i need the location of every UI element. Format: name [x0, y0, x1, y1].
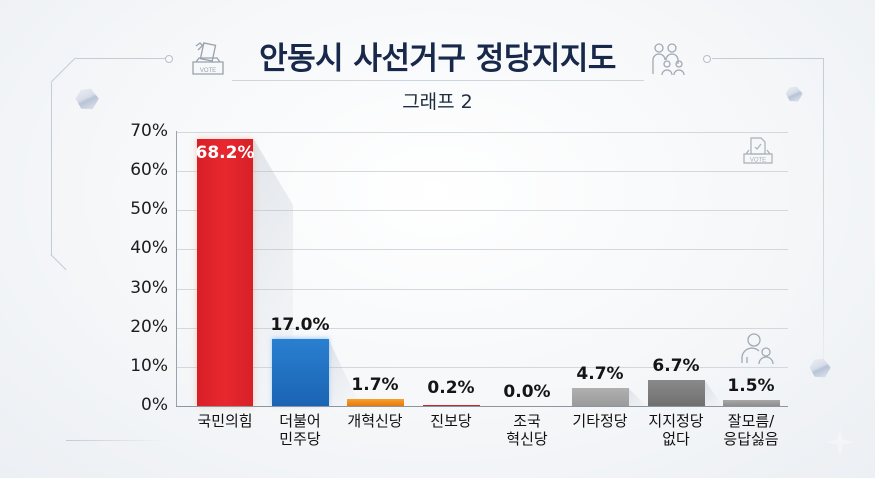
bar-other-parties[interactable] — [572, 388, 629, 406]
gridline — [176, 289, 788, 290]
y-tick-label: 20% — [130, 317, 168, 337]
bar-value-label: 68.2% — [195, 143, 255, 163]
svg-text:VOTE: VOTE — [750, 158, 766, 164]
category-line: 진보당 — [430, 412, 472, 430]
frame-dot — [703, 55, 711, 63]
bar-progressive[interactable] — [423, 405, 480, 407]
people-group-icon — [650, 40, 688, 82]
category-line: 더불어 — [279, 412, 321, 430]
ballot-box-vote-icon: VOTE — [190, 40, 226, 82]
x-axis-line — [176, 406, 788, 407]
frame-line — [76, 58, 168, 59]
vote-box-icon: VOTE — [742, 136, 774, 170]
bar-value-label: 6.7% — [652, 356, 700, 376]
gridline — [176, 210, 788, 211]
x-category-label: 국민의힘 — [180, 412, 270, 430]
y-tick-label: 40% — [130, 238, 168, 258]
title-divider — [232, 80, 644, 81]
x-category-label: 조국 혁신당 — [482, 412, 572, 448]
decorative-gem — [807, 355, 833, 381]
frame-line — [50, 254, 67, 271]
bar-value-label: 0.2% — [427, 378, 475, 398]
y-tick-label: 30% — [130, 278, 168, 298]
gridline — [176, 132, 788, 133]
frame-line — [712, 58, 824, 59]
x-category-label: 지지정당 없다 — [631, 412, 721, 448]
gridline — [176, 367, 788, 368]
x-category-label: 잘모름/ 응답싫음 — [706, 412, 796, 448]
bar-value-label: 4.7% — [576, 364, 624, 384]
person-group-icon — [740, 331, 776, 369]
bar-shadow — [329, 340, 357, 406]
y-tick-label: 50% — [130, 199, 168, 219]
y-axis-line — [176, 131, 177, 407]
category-line: 조국 — [513, 412, 541, 430]
category-line: 지지정당 — [648, 412, 704, 430]
bar-shadow — [629, 389, 647, 406]
x-category-label: 더불어 민주당 — [255, 412, 345, 448]
category-line: 없다 — [662, 430, 690, 448]
category-line: 응답싫음 — [723, 430, 779, 448]
page-subtitle: 그래프 2 — [402, 91, 473, 113]
gridline — [176, 171, 788, 172]
y-tick-label: 70% — [130, 121, 168, 141]
bar-value-label: 1.7% — [351, 375, 399, 395]
frame-line — [66, 440, 166, 441]
category-line: 국민의힘 — [197, 412, 253, 430]
x-category-label: 개혁신당 — [330, 412, 420, 430]
category-line: 개혁신당 — [347, 412, 403, 430]
frame-dot — [165, 55, 173, 63]
category-line: 민주당 — [279, 430, 321, 448]
category-line: 기타정당 — [572, 412, 628, 430]
bar-value-label: 1.5% — [727, 376, 775, 396]
x-category-label: 진보당 — [406, 412, 496, 430]
x-category-label: 기타정당 — [555, 412, 645, 430]
bar-ppp[interactable] — [197, 139, 253, 406]
sparkle-icon — [826, 428, 854, 456]
frame-line — [823, 58, 824, 388]
bar-no-support[interactable] — [648, 380, 705, 406]
frame-line — [51, 83, 52, 255]
svg-text:VOTE: VOTE — [200, 68, 216, 74]
category-line: 혁신당 — [506, 430, 548, 448]
y-tick-label: 10% — [130, 356, 168, 376]
bar-value-label: 17.0% — [270, 315, 330, 335]
category-line: 잘모름/ — [727, 412, 775, 430]
bar-value-label: 0.0% — [503, 382, 551, 402]
bar-reform[interactable] — [347, 399, 404, 406]
y-tick-label: 0% — [141, 395, 168, 415]
y-tick-label: 60% — [130, 160, 168, 180]
page-title: 안동시 사선거구 정당지지도 — [259, 41, 616, 77]
bar-democratic[interactable] — [272, 339, 329, 406]
gridline — [176, 328, 788, 329]
bar-dont-know[interactable] — [723, 400, 780, 406]
gridline — [176, 249, 788, 250]
